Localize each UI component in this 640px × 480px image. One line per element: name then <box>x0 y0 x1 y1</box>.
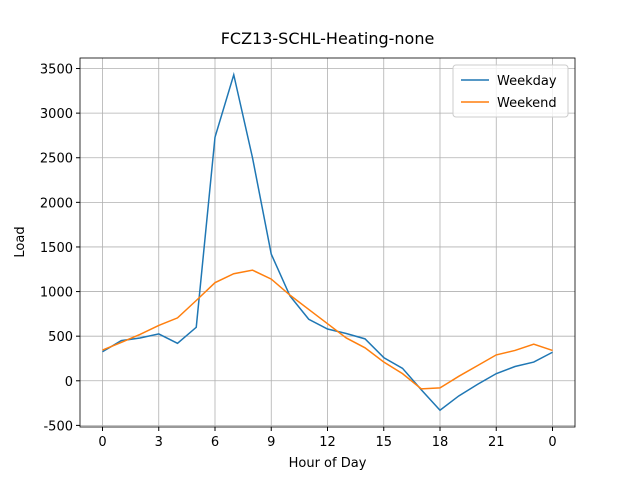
x-tick-label: 0 <box>548 435 556 450</box>
x-tick-label: 21 <box>488 435 505 450</box>
x-tick-label: 6 <box>211 435 219 450</box>
y-tick-label: 0 <box>65 375 73 390</box>
chart-title: FCZ13-SCHL-Heating-none <box>221 29 435 48</box>
x-tick-label: 15 <box>375 435 392 450</box>
x-tick-label: 3 <box>155 435 163 450</box>
y-tick-label: 2500 <box>40 152 73 167</box>
legend-label: Weekday <box>497 74 557 89</box>
y-tick-label: 1000 <box>40 286 73 301</box>
y-tick-label: 3000 <box>40 107 73 122</box>
x-axis-label: Hour of Day <box>289 456 367 471</box>
y-axis-label: Load <box>13 226 28 257</box>
x-tick-label: 18 <box>432 435 449 450</box>
plot-frame <box>79 57 576 428</box>
x-tick-label: 12 <box>319 435 336 450</box>
y-tick-label: 500 <box>48 330 73 345</box>
line-series <box>102 71 553 412</box>
y-tick-label: -500 <box>43 419 73 434</box>
x-tick-label: 9 <box>267 435 275 450</box>
y-tick-label: 3500 <box>40 63 73 78</box>
y-tick-label: 2000 <box>40 196 73 211</box>
y-tick-label: 1500 <box>40 241 73 256</box>
line-series <box>102 269 553 390</box>
legend-label: Weekend <box>497 96 557 111</box>
legend-box <box>452 64 569 118</box>
x-tick-label: 0 <box>98 435 106 450</box>
